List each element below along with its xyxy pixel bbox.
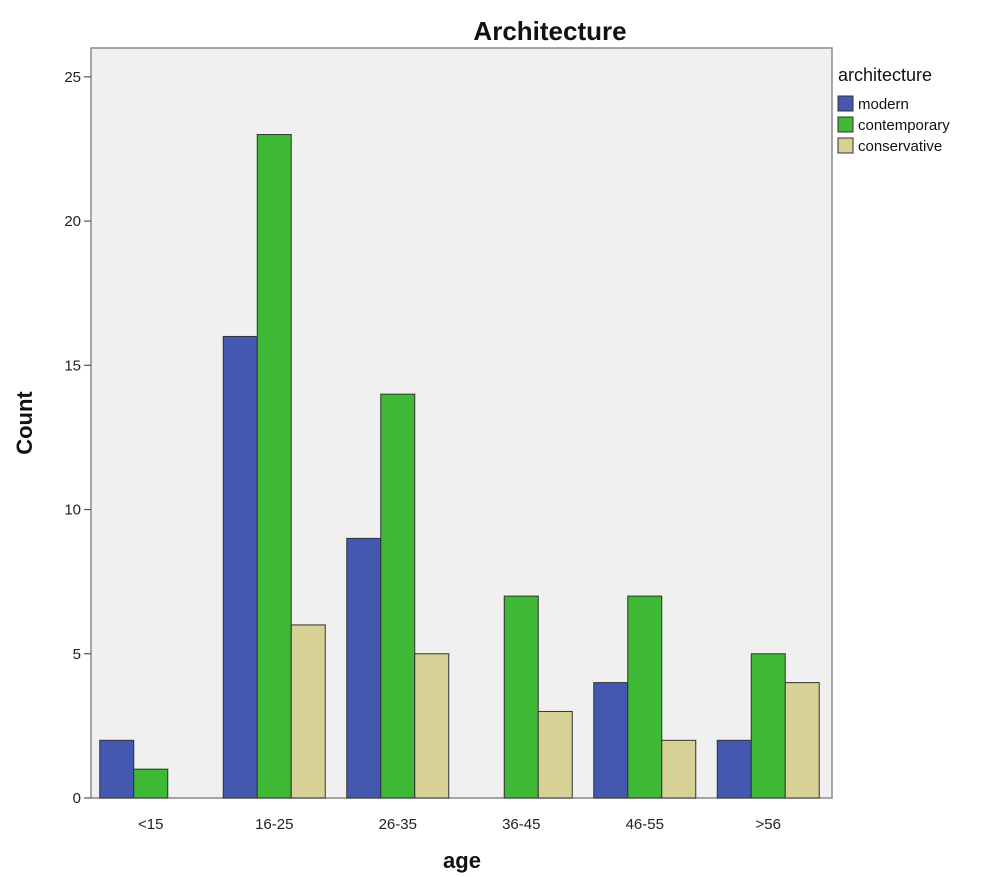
- bar-contemporary-0: [133, 768, 169, 799]
- y-axis-title: Count: [12, 391, 37, 455]
- legend-swatch-conservative: [837, 137, 854, 154]
- bar-modern-0: [99, 739, 135, 799]
- x-tick-label: 16-25: [255, 816, 293, 833]
- legend-label: conservative: [858, 138, 942, 155]
- y-tick-label: 0: [73, 790, 81, 807]
- bar-contemporary-1: [256, 134, 292, 799]
- bar-conservative-4: [661, 739, 697, 799]
- legend-label: contemporary: [858, 117, 950, 134]
- legend-title: architecture: [838, 65, 932, 85]
- x-tick-label: 36-45: [502, 816, 540, 833]
- bar-modern-5: [716, 739, 752, 799]
- legend-swatch-modern: [837, 95, 854, 112]
- bar-contemporary-3: [503, 595, 539, 799]
- plot-area: [90, 47, 833, 799]
- y-tick-label: 5: [73, 646, 81, 663]
- x-axis: <15 16-25 26-35 36-45 46-55 >56: [138, 816, 781, 833]
- chart-title: Architecture: [473, 16, 626, 46]
- bar-conservative-3: [537, 710, 573, 799]
- y-tick-label: 20: [64, 213, 81, 230]
- bars-group: [99, 134, 820, 799]
- x-tick-label: <15: [138, 816, 163, 833]
- bar-modern-2: [346, 537, 382, 799]
- x-tick-label: 26-35: [379, 816, 417, 833]
- y-axis: 0 5 10 15 20 25: [64, 69, 91, 807]
- x-tick-label: >56: [756, 816, 781, 833]
- bar-conservative-2: [414, 653, 450, 799]
- x-tick-label: 46-55: [626, 816, 664, 833]
- bar-contemporary-4: [627, 595, 663, 799]
- x-axis-title: age: [443, 848, 481, 873]
- bar-conservative-5: [784, 682, 820, 799]
- y-tick-label: 25: [64, 69, 81, 86]
- legend: architecture modern contemporary conservat…: [837, 65, 950, 155]
- bar-contemporary-5: [750, 653, 786, 799]
- bar-contemporary-2: [380, 393, 416, 799]
- y-tick-label: 15: [64, 357, 81, 374]
- bar-modern-4: [593, 682, 629, 799]
- y-tick-label: 10: [64, 502, 81, 519]
- legend-swatch-contemporary: [837, 116, 854, 133]
- bar-modern-1: [222, 335, 258, 799]
- legend-label: modern: [858, 96, 909, 113]
- bar-conservative-1: [290, 624, 326, 799]
